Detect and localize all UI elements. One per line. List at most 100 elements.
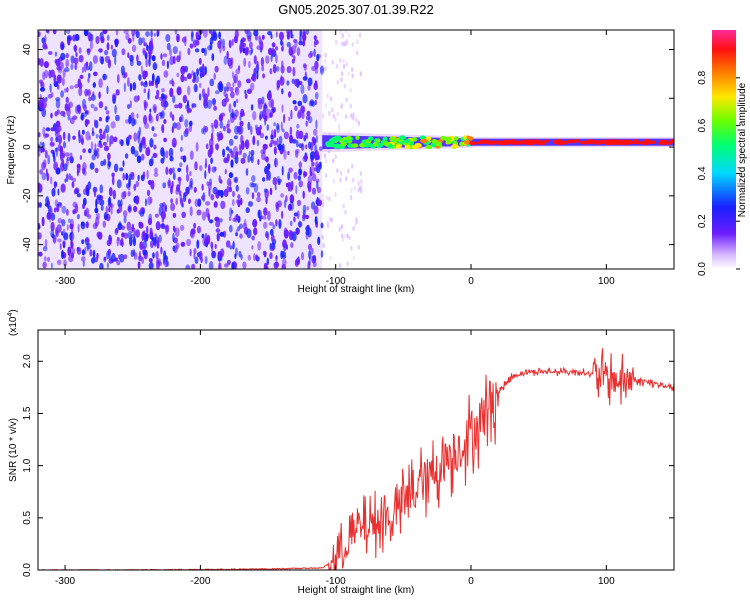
noise-blob xyxy=(100,205,104,211)
noise-blob xyxy=(82,162,87,172)
signal-band xyxy=(552,138,555,146)
noise-blob xyxy=(219,121,224,129)
noise-blob xyxy=(116,260,121,266)
noise-blob xyxy=(335,63,339,69)
noise-blob xyxy=(350,245,353,251)
noise-blob xyxy=(98,48,103,53)
noise-blob xyxy=(171,167,175,174)
noise-blob xyxy=(50,127,55,132)
noise-blob xyxy=(281,210,284,219)
noise-blob xyxy=(218,262,222,269)
noise-blob xyxy=(106,85,109,95)
noise-blob xyxy=(210,193,215,201)
noise-blob xyxy=(189,43,194,49)
noise-blob xyxy=(307,115,313,124)
noise-blob xyxy=(357,187,360,193)
signal-band xyxy=(322,135,325,150)
noise-blob xyxy=(296,124,300,129)
noise-blob xyxy=(176,33,180,43)
noise-blob xyxy=(89,162,95,170)
noise-blob xyxy=(285,195,288,203)
noise-blob xyxy=(150,30,153,38)
noise-blob xyxy=(332,178,336,184)
noise-blob xyxy=(276,124,280,134)
noise-blob xyxy=(210,132,214,141)
spectrogram-image xyxy=(38,30,674,269)
noise-blob xyxy=(180,134,183,141)
noise-blob xyxy=(344,209,347,215)
noise-blob xyxy=(232,241,235,250)
signal-peak xyxy=(528,142,535,146)
noise-blob xyxy=(176,72,180,78)
noise-blob xyxy=(343,41,346,47)
noise-blob xyxy=(146,169,149,180)
noise-blob xyxy=(289,200,295,211)
noise-blob xyxy=(326,93,329,99)
noise-blob xyxy=(163,119,167,124)
noise-blob xyxy=(66,173,69,183)
noise-blob xyxy=(98,78,103,88)
noise-blob xyxy=(60,52,66,61)
noise-blob xyxy=(82,260,85,267)
noise-blob xyxy=(263,262,268,269)
noise-blob xyxy=(203,93,208,104)
noise-blob xyxy=(219,231,225,237)
spectrogram-frame xyxy=(37,29,675,270)
noise-blob xyxy=(303,155,309,160)
noise-blob xyxy=(239,197,243,206)
noise-blob xyxy=(102,131,106,140)
noise-blob xyxy=(150,240,154,249)
noise-blob xyxy=(253,55,257,65)
noise-blob xyxy=(148,115,154,124)
spectrogram-y-label: Frequency (Hz) xyxy=(6,116,17,185)
noise-blob xyxy=(218,114,224,122)
noise-blob xyxy=(127,204,132,214)
noise-blob xyxy=(127,191,131,197)
spectrogram-y-tick-label: 0 xyxy=(22,144,33,150)
noise-blob xyxy=(290,242,294,249)
spectrogram-y-tick-label: 20 xyxy=(22,92,33,104)
noise-blob xyxy=(106,239,112,247)
noise-blob xyxy=(302,63,307,69)
noise-blob xyxy=(252,73,257,82)
noise-blob xyxy=(256,70,259,80)
noise-blob xyxy=(64,67,70,73)
noise-blob xyxy=(82,197,87,206)
noise-blob xyxy=(291,78,295,84)
noise-blob xyxy=(51,233,55,239)
noise-blob xyxy=(38,152,41,157)
noise-blob xyxy=(149,108,152,113)
noise-blob xyxy=(184,76,188,82)
noise-blob xyxy=(261,34,265,40)
noise-blob xyxy=(116,179,122,189)
noise-blob xyxy=(274,157,277,168)
noise-blob xyxy=(69,117,75,125)
noise-blob xyxy=(261,109,267,120)
noise-blob xyxy=(70,247,76,255)
noise-blob xyxy=(228,63,233,69)
noise-blob xyxy=(233,177,237,183)
noise-blob xyxy=(191,103,194,109)
noise-blob xyxy=(149,138,154,148)
snr-y-axis: 0.0 0.5 1.0 1.5 2.0 xyxy=(22,354,674,577)
noise-blob xyxy=(285,182,289,188)
colorbar-label: Normalized spectral amplitude xyxy=(737,82,748,217)
noise-blob xyxy=(210,241,214,249)
noise-blob xyxy=(67,246,72,256)
signal-peak xyxy=(507,141,512,145)
noise-blob xyxy=(228,216,232,221)
noise-blob xyxy=(172,46,178,55)
noise-blob xyxy=(186,173,190,182)
noise-blob xyxy=(196,239,200,249)
signal-band xyxy=(550,138,553,146)
noise-blob xyxy=(314,99,317,106)
noise-blob xyxy=(283,113,286,124)
noise-blob xyxy=(64,178,67,183)
noise-blob xyxy=(80,221,85,226)
noise-blob xyxy=(225,158,230,164)
noise-blob xyxy=(128,114,132,124)
noise-blob xyxy=(334,154,337,160)
noise-blob xyxy=(213,105,218,111)
signal-peak xyxy=(411,144,419,150)
